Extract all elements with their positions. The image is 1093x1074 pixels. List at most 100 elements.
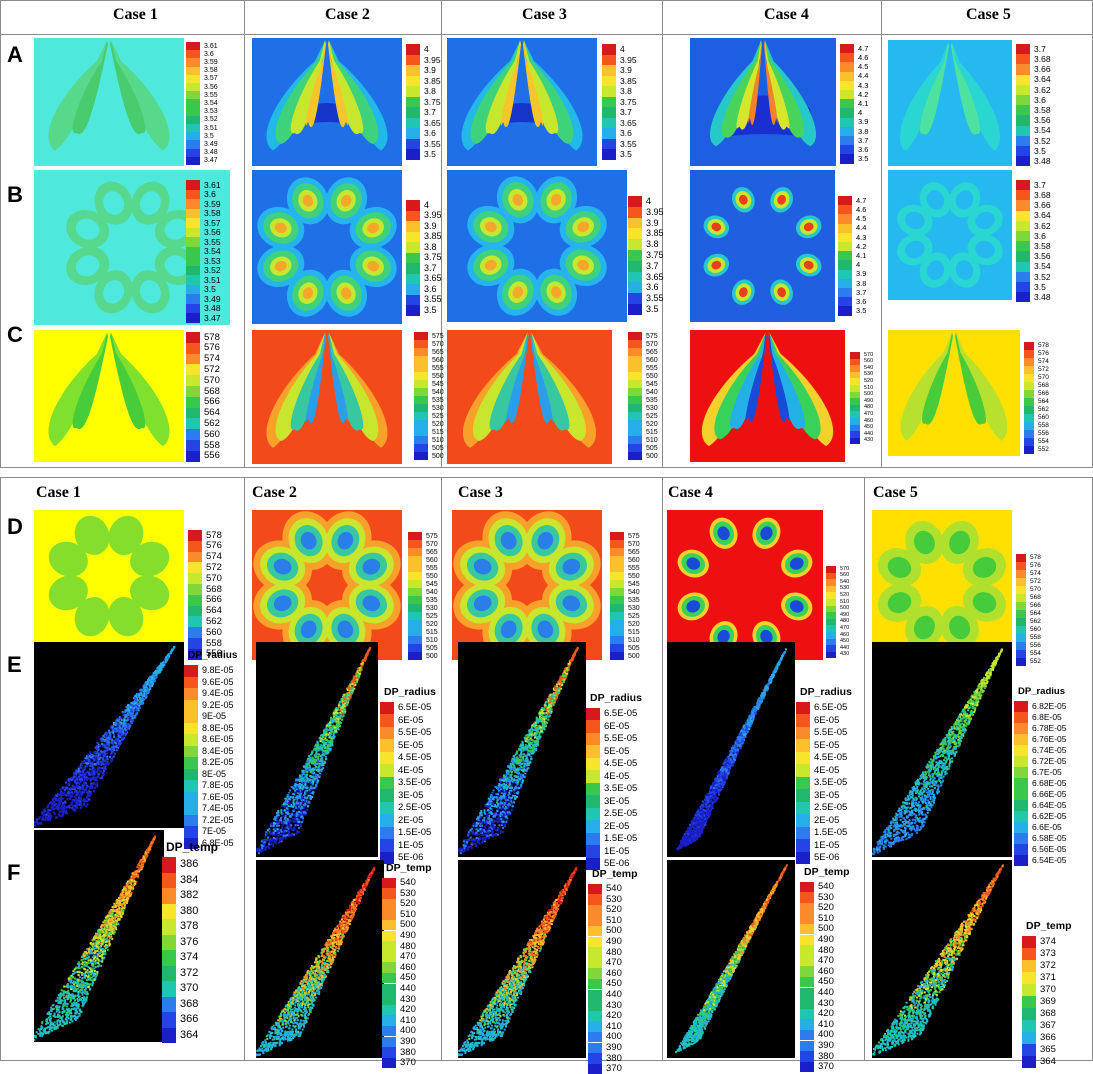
legend-swatch bbox=[380, 839, 394, 852]
legend-swatch bbox=[628, 372, 642, 380]
legend-label: 545 bbox=[426, 581, 438, 588]
bottom-col-divider bbox=[864, 477, 865, 1061]
legend-swatch bbox=[610, 572, 624, 580]
legend-swatch bbox=[850, 372, 860, 379]
legend-label: 430 bbox=[840, 652, 849, 658]
legend-label: 400 bbox=[606, 1032, 622, 1042]
legend-swatch bbox=[610, 612, 624, 620]
legend-label: 4.3 bbox=[858, 82, 868, 90]
legend-label: 565 bbox=[628, 549, 640, 556]
top-case-header: Case 3 bbox=[522, 6, 567, 24]
legend-label: 576 bbox=[206, 541, 222, 551]
legend-label: 575 bbox=[628, 533, 640, 540]
legend-swatch bbox=[840, 99, 854, 108]
legend-swatch bbox=[1016, 126, 1030, 136]
legend-swatch bbox=[382, 909, 396, 920]
legend-label: 6.8E-05 bbox=[1032, 713, 1062, 722]
legend-swatch bbox=[602, 76, 616, 87]
legend-swatch bbox=[186, 354, 200, 365]
legend-swatch bbox=[838, 242, 852, 251]
legend-label: 540 bbox=[606, 884, 622, 894]
legend-swatch bbox=[380, 727, 394, 740]
legend-label: 500 bbox=[818, 924, 834, 934]
legend-label: 530 bbox=[426, 605, 438, 612]
legend-label: 490 bbox=[818, 935, 834, 945]
legend-label: 3.66 bbox=[1034, 201, 1051, 210]
legend-label: 5.5E-05 bbox=[604, 734, 637, 744]
row-label-c: C bbox=[7, 322, 23, 348]
legend-label: 562 bbox=[1030, 619, 1041, 626]
legend-label: 3.52 bbox=[204, 116, 218, 123]
legend-label: 440 bbox=[606, 990, 622, 1000]
legend-swatch bbox=[588, 1011, 602, 1022]
legend-label: 556 bbox=[1038, 431, 1049, 438]
legend-label: 3.8 bbox=[424, 87, 436, 96]
legend-swatch bbox=[628, 272, 642, 283]
legend-label: 400 bbox=[400, 1026, 416, 1036]
legend-swatch bbox=[414, 444, 428, 452]
legend-label: 3.58 bbox=[1034, 106, 1051, 115]
legend-swatch bbox=[1016, 64, 1030, 74]
legend-label: 4 bbox=[856, 261, 860, 269]
legend-label: 3.48 bbox=[1034, 293, 1051, 302]
legend-swatch bbox=[1016, 570, 1026, 578]
legend-swatch bbox=[382, 984, 396, 995]
legend-swatch bbox=[406, 149, 420, 160]
legend-label: 3.54 bbox=[204, 100, 218, 107]
legend-label: 562 bbox=[1038, 407, 1049, 414]
panel-c-case1 bbox=[34, 330, 184, 462]
legend-swatch bbox=[838, 196, 852, 205]
legend-swatch bbox=[602, 86, 616, 97]
legend-swatch bbox=[1016, 251, 1030, 261]
legend-swatch bbox=[628, 332, 642, 340]
legend-swatch bbox=[840, 53, 854, 62]
legend-label: 555 bbox=[646, 365, 658, 372]
legend-label: 3.95 bbox=[646, 208, 664, 217]
legend-swatch bbox=[406, 211, 420, 222]
legend-swatch bbox=[1024, 366, 1034, 374]
panel-f-case2 bbox=[256, 860, 384, 1058]
legend-label: 4 bbox=[646, 197, 651, 206]
legend-swatch bbox=[188, 627, 202, 638]
legend-label: 1E-05 bbox=[604, 847, 629, 857]
legend-label: 572 bbox=[1038, 367, 1049, 374]
legend-swatch bbox=[414, 332, 428, 340]
legend-swatch bbox=[602, 65, 616, 76]
legend-swatch bbox=[586, 720, 600, 733]
legend-swatch bbox=[184, 815, 198, 827]
legend-swatch bbox=[186, 237, 200, 247]
legend-swatch bbox=[628, 348, 642, 356]
legend-label: 3.65 bbox=[620, 119, 637, 128]
legend-swatch bbox=[406, 284, 420, 295]
legend-label: 540 bbox=[818, 882, 834, 892]
legend-label: 4.7 bbox=[858, 45, 868, 53]
legend-swatch bbox=[406, 76, 420, 87]
legend-label: 460 bbox=[606, 969, 622, 979]
legend-label: 380 bbox=[818, 1052, 834, 1062]
bottom-case-header: Case 5 bbox=[873, 484, 918, 502]
legend-label: 8.6E-05 bbox=[202, 735, 234, 744]
legend-label: 9.6E-05 bbox=[202, 678, 234, 687]
legend-label: 515 bbox=[426, 629, 438, 636]
legend-swatch bbox=[162, 857, 176, 873]
legend-label: 374 bbox=[180, 952, 198, 963]
legend-swatch bbox=[408, 556, 422, 564]
row-label-b: B bbox=[7, 182, 23, 208]
legend-label: 6.64E-05 bbox=[1032, 801, 1067, 810]
legend-label: 4 bbox=[424, 201, 429, 210]
legend-swatch bbox=[382, 941, 396, 952]
legend-swatch bbox=[800, 1019, 814, 1030]
legend-swatch bbox=[380, 802, 394, 815]
legend-swatch bbox=[1014, 723, 1028, 734]
legend-label: 480 bbox=[400, 942, 416, 952]
legend-swatch bbox=[186, 149, 200, 157]
legend-swatch bbox=[408, 628, 422, 636]
legend-label: 9.4E-05 bbox=[202, 689, 234, 698]
legend-title: DP_temp bbox=[592, 868, 638, 880]
legend-swatch bbox=[796, 752, 810, 765]
legend-swatch bbox=[1024, 398, 1034, 406]
legend-label: 530 bbox=[646, 405, 658, 412]
legend-swatch bbox=[1016, 115, 1030, 125]
legend-swatch bbox=[602, 97, 616, 108]
legend-label: 4.7 bbox=[856, 197, 866, 205]
